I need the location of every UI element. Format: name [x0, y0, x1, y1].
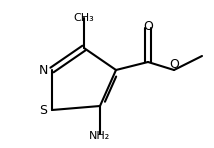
- Text: O: O: [169, 58, 179, 70]
- Text: N: N: [38, 63, 48, 77]
- Text: CH₃: CH₃: [74, 13, 94, 23]
- Text: S: S: [39, 103, 47, 116]
- Text: O: O: [143, 20, 153, 33]
- Text: NH₂: NH₂: [89, 131, 111, 141]
